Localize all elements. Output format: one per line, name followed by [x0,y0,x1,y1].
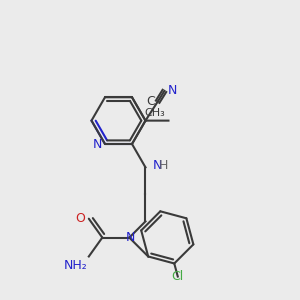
Text: N: N [93,137,102,151]
Text: H: H [158,159,168,172]
Text: CH₃: CH₃ [145,108,165,118]
Text: Cl: Cl [172,270,184,283]
Text: O: O [75,212,85,225]
Text: N: N [126,231,136,244]
Text: N: N [167,84,177,98]
Text: N: N [153,159,162,172]
Text: NH₂: NH₂ [64,260,87,272]
Text: C: C [146,95,155,108]
